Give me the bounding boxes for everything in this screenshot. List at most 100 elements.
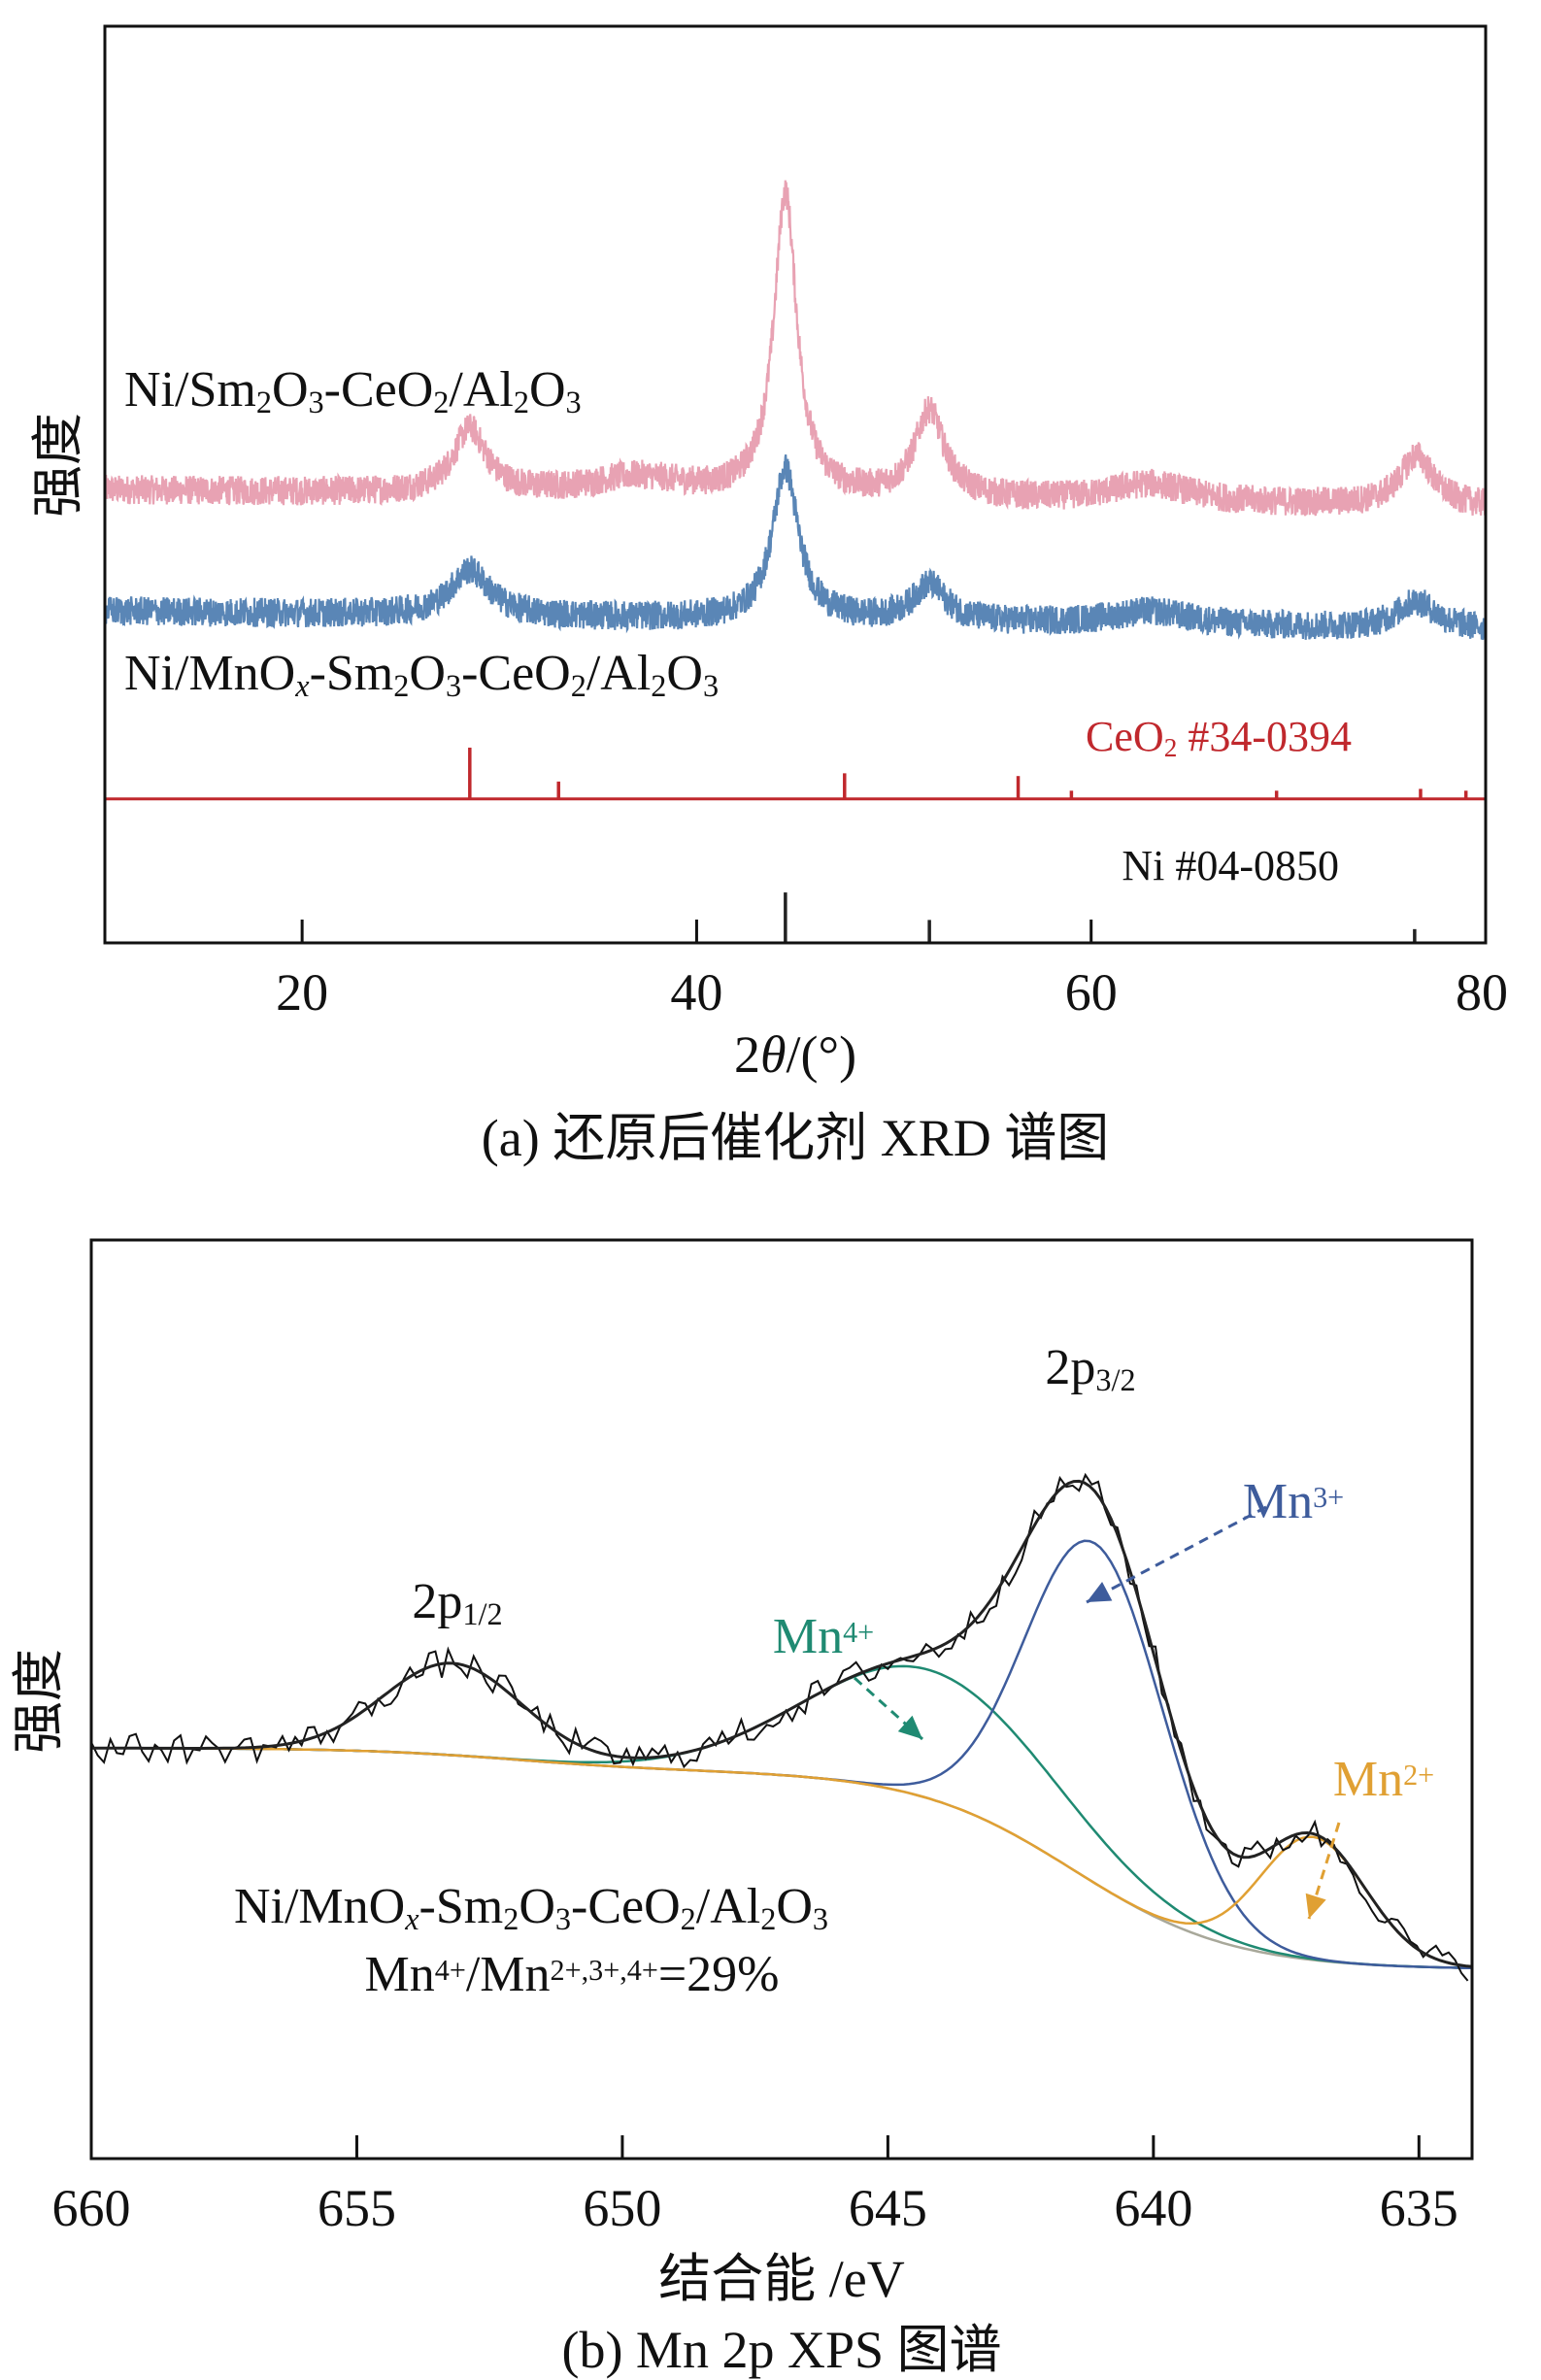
text-segment: 2 (734, 1025, 760, 1084)
xrd-caption: (a) 还原后催化剂 XRD 谱图 (482, 1109, 1109, 1167)
text-segment: Ni #04-0850 (1122, 842, 1339, 889)
ceo2-reference-label: CeO2 #34-0394 (1086, 713, 1352, 762)
text-segment: =29% (658, 1947, 780, 2002)
xps-plot-area (90, 1472, 1473, 1982)
text-segment: 2 (571, 668, 586, 703)
xps-panel: 660 655 650 645 640 635 强度 结合能 /eV (b) Mn 2p … (10, 1238, 1474, 2379)
text-segment: x (404, 1901, 419, 1936)
text-segment: x (294, 668, 310, 703)
xrd-x-axis-label: 2θ/(°) (734, 1025, 856, 1084)
text-segment: O (272, 362, 309, 418)
x-tick-label: 655 (318, 2179, 396, 2237)
text-segment: 2 (651, 668, 666, 703)
text-segment: Mn (364, 1947, 434, 2002)
text-segment: CeO (1086, 713, 1164, 760)
xrd-plot-frame (103, 24, 1488, 945)
xrd-x-ticks: 20 40 60 80 (276, 920, 1508, 1022)
text-segment: 2 (393, 668, 409, 703)
x-tick-label: 645 (849, 2179, 927, 2237)
xrd-series-line-1 (103, 454, 1487, 640)
xps-raw-data-line (90, 1472, 1469, 1982)
arrow-shaft (1086, 1505, 1267, 1604)
text-segment: 3 (446, 668, 461, 703)
text-segment: Mn (1243, 1474, 1313, 1529)
text-segment: 2p (1045, 1340, 1095, 1395)
xps-envelope-line (91, 1479, 1473, 1968)
x-tick-label: 650 (583, 2179, 661, 2237)
xrd-panel: 20 40 60 80 强度 2θ/(°) (a) 还原后催化剂 XRD 谱图 Ni/… (29, 24, 1508, 1167)
xps-caption: (b) Mn 2p XPS 图谱 (561, 2321, 1001, 2379)
xps-x-axis-label: 结合能 /eV (658, 2250, 904, 2308)
x-tick-label: 635 (1380, 2179, 1458, 2237)
annotation-mn3: Mn3+ (1243, 1474, 1344, 1529)
xps-y-axis-label: 强度 (10, 1649, 68, 1754)
text-segment: O (666, 646, 703, 701)
text-segment: 2 (681, 1901, 696, 1936)
text-segment: O (519, 1879, 555, 1934)
text-segment: 3+ (1313, 1481, 1344, 1514)
text-segment: 2 (514, 385, 529, 419)
x-tick-label: 640 (1114, 2179, 1192, 2237)
text-segment: Mn (1333, 1752, 1403, 1807)
text-segment: Ni/MnO (234, 1879, 405, 1934)
text-segment: Ni/Sm (124, 362, 256, 418)
xrd-plot-area (103, 180, 1487, 943)
text-segment: 4+ (843, 1616, 874, 1649)
x-tick-label: 80 (1456, 963, 1508, 1022)
sample-name-label: Ni/MnOx-Sm2O3-CeO2/Al2O3 (234, 1879, 828, 1936)
mn4-arrow (853, 1676, 924, 1741)
text-segment: 2+,3+,4+ (551, 1954, 658, 1987)
text-segment: 3 (813, 1901, 828, 1936)
text-segment: -CeO (571, 1879, 681, 1934)
series-label-ni-sm2o3: Ni/Sm2O3-CeO2/Al2O3 (124, 362, 582, 419)
arrow-head (897, 1715, 922, 1739)
x-tick-label: 60 (1065, 963, 1118, 1022)
text-segment: -CeO (461, 646, 571, 701)
text-segment: 2 (503, 1901, 519, 1936)
xps-plot-frame (89, 1238, 1474, 2161)
text-segment: 2p (412, 1574, 462, 1629)
text-segment: Ni/MnO (124, 646, 295, 701)
text-segment: 3 (309, 385, 324, 419)
text-segment: #34-0394 (1177, 713, 1352, 760)
text-segment: 3 (555, 1901, 571, 1936)
annotation-mn2: Mn2+ (1333, 1752, 1434, 1807)
text-segment: 2 (760, 1901, 776, 1936)
text-segment: θ (760, 1025, 787, 1084)
text-segment: 4+ (435, 1954, 466, 1987)
text-segment: /(°) (786, 1025, 856, 1084)
xrd-series-line-0 (103, 180, 1487, 517)
text-segment: /Mn (466, 1947, 551, 2002)
x-tick-label: 660 (52, 2179, 131, 2237)
text-segment: O (409, 646, 446, 701)
xps-x-ticks: 660 655 650 645 640 635 (52, 2135, 1458, 2237)
text-segment: -Sm (310, 646, 394, 701)
ni-reference-label: Ni #04-0850 (1122, 842, 1339, 889)
mn3-arrow (1086, 1505, 1267, 1604)
xrd-y-axis-label: 强度 (29, 413, 87, 518)
text-segment: /Al (449, 362, 513, 418)
text-segment: /Al (696, 1879, 760, 1934)
annotation-2p1-2: 2p1/2 (412, 1574, 502, 1631)
mn4-ratio-label: Mn4+/Mn2+,3+,4+=29% (364, 1947, 779, 2002)
arrow-head (1305, 1893, 1326, 1919)
text-segment: 1/2 (462, 1596, 502, 1631)
text-segment: O (776, 1879, 813, 1934)
text-segment: Mn (773, 1609, 843, 1664)
text-segment: 3/2 (1095, 1362, 1135, 1397)
text-segment: 2 (1164, 733, 1178, 762)
xps-component-mn2plus (91, 1747, 1473, 1968)
text-segment: 2+ (1403, 1759, 1434, 1792)
text-segment: 3 (566, 385, 582, 419)
annotation-mn4: Mn4+ (773, 1609, 874, 1664)
text-segment: /Al (586, 646, 651, 701)
text-segment: 3 (703, 668, 719, 703)
text-segment: -Sm (419, 1879, 504, 1934)
x-tick-label: 20 (276, 963, 328, 1022)
text-segment: O (529, 362, 566, 418)
mn2-arrow (1305, 1822, 1341, 1920)
arrow-head (1087, 1582, 1113, 1602)
text-segment: 2 (256, 385, 272, 419)
annotation-2p3-2: 2p3/2 (1045, 1340, 1135, 1397)
